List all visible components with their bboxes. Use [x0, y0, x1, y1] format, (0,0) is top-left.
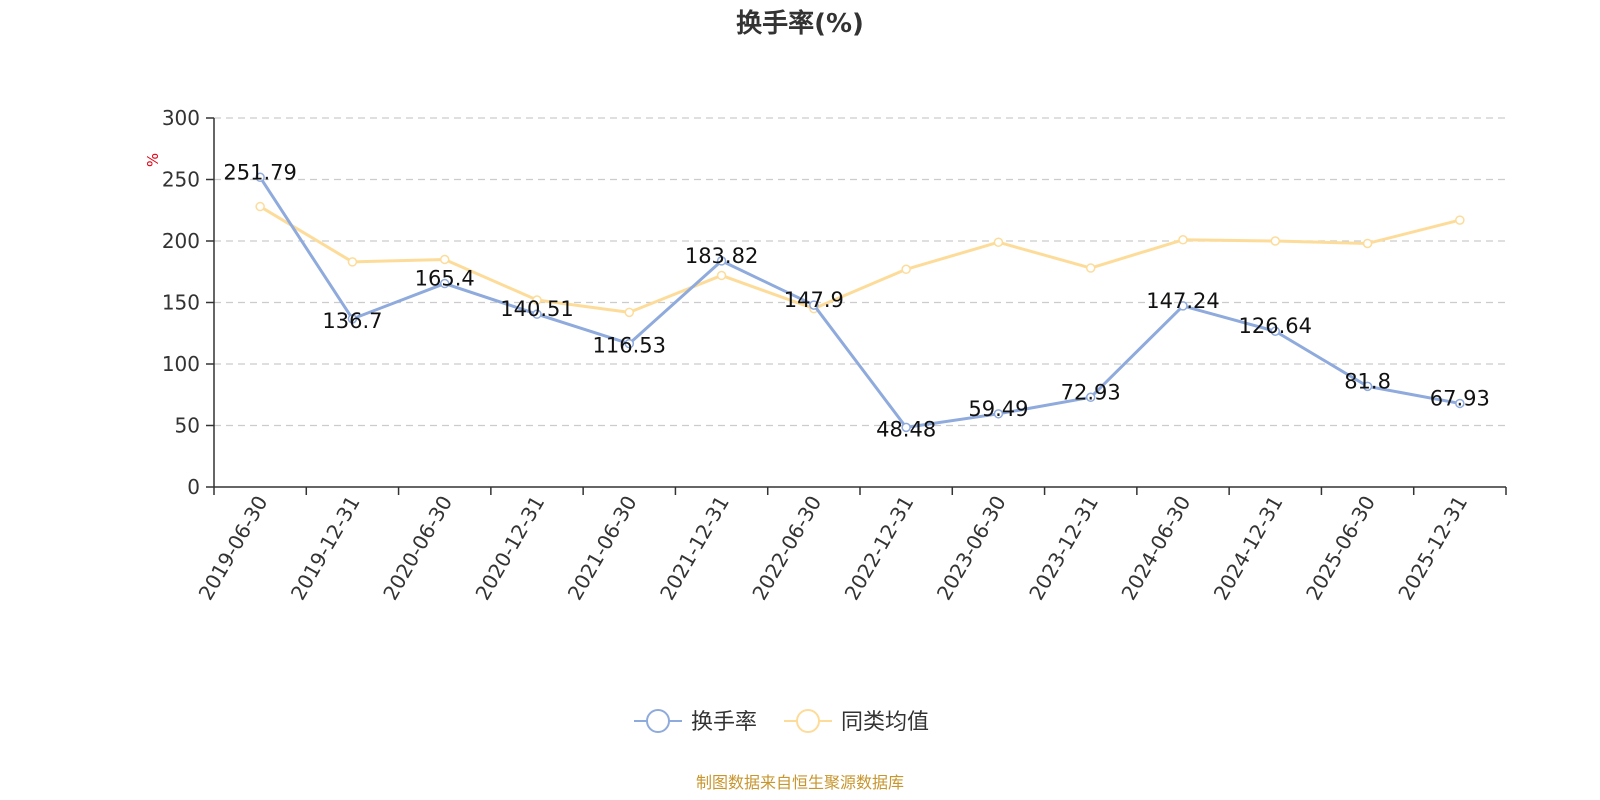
data-label-2024-12-31: 126.64	[1239, 314, 1312, 338]
point-同类均值-2024-12-31	[1270, 236, 1281, 246]
y-tick-label-300: 300	[162, 106, 200, 130]
point-换手率-2022-12-31	[901, 422, 911, 433]
point-同类均值-2019-12-31	[347, 257, 358, 267]
point-换手率-2019-06-30	[255, 172, 265, 183]
y-tick-label-50: 50	[175, 414, 200, 438]
legend-item-同类均值[interactable]: 同类均值	[784, 709, 929, 735]
y-axis-unit: %	[144, 153, 162, 167]
x-tick-label-2021-12-31: 2021-12-31	[655, 492, 734, 605]
y-axis-ticks: 0 50 100 150 200 250 300	[162, 106, 214, 499]
data-label-2022-12-31: 48.48	[876, 417, 936, 441]
point-换手率-2024-12-31	[1270, 326, 1281, 336]
legend-marker-换手率	[646, 709, 670, 733]
x-tick-label-2025-12-31: 2025-12-31	[1393, 492, 1472, 605]
x-tick-label-2019-06-30: 2019-06-30	[194, 492, 273, 605]
point-换手率-2019-12-31	[347, 314, 358, 324]
data-label-2025-12-31: 67.93	[1430, 386, 1490, 410]
data-labels: 251.79 136.7 165.4 140.51 116.53 183.82 147.9 4…	[223, 160, 1490, 441]
point-换手率-2025-12-31	[1455, 398, 1465, 409]
data-label-2022-06-30: 147.9	[784, 288, 844, 312]
point-换手率-2022-06-30	[809, 300, 819, 310]
y-tick-label-200: 200	[162, 229, 200, 253]
legend-label-换手率: 换手率	[691, 710, 757, 735]
y-tick-label-250: 250	[162, 168, 200, 192]
legend-marker-同类均值	[796, 709, 820, 733]
data-label-2020-12-31: 140.51	[500, 297, 573, 321]
point-同类均值-2022-12-31	[901, 264, 911, 275]
series-layer	[255, 172, 1465, 433]
point-换手率-2020-12-31	[532, 309, 542, 319]
legend[interactable]: 换手率 同类均值	[634, 709, 929, 735]
y-tick-label-100: 100	[162, 352, 200, 376]
point-换手率-2023-06-30	[993, 409, 1004, 419]
point-同类均值-2025-06-30	[1362, 238, 1373, 249]
data-label-2023-12-31: 72.93	[1061, 380, 1121, 404]
point-同类均值-2021-06-30	[624, 307, 635, 318]
point-同类均值-2025-12-31	[1455, 215, 1465, 225]
point-换手率-2025-06-30	[1362, 381, 1373, 392]
point-同类均值-2021-12-31	[716, 270, 727, 281]
x-tick-label-2019-12-31: 2019-12-31	[286, 492, 365, 605]
series-line-同类均值	[259, 205, 1461, 314]
x-tick-label-2024-06-30: 2024-06-30	[1116, 492, 1195, 605]
point-换手率-2021-06-30	[624, 338, 635, 349]
data-label-2025-06-30: 81.8	[1344, 369, 1391, 393]
point-同类均值-2020-06-30	[439, 254, 450, 265]
x-tick-label-2020-06-30: 2020-06-30	[378, 492, 457, 605]
point-同类均值-2023-06-30	[993, 237, 1004, 247]
point-同类均值-2020-12-31	[532, 295, 542, 305]
point-换手率-2024-06-30	[1178, 301, 1188, 311]
point-换手率-2023-12-31	[1085, 392, 1096, 403]
point-同类均值-2023-12-31	[1085, 263, 1096, 273]
data-label-2024-06-30: 147.24	[1146, 289, 1219, 313]
x-axis-ticks: 2019-06-30 2019-12-31 2020-06-30 2020-12-31…	[194, 487, 1507, 605]
point-换手率-2020-06-30	[439, 278, 450, 289]
data-label-2019-12-31: 136.7	[322, 309, 382, 333]
x-tick-label-2020-12-31: 2020-12-31	[470, 492, 549, 605]
y-tick-label-150: 150	[162, 291, 200, 315]
data-label-2019-06-30: 251.79	[223, 160, 296, 184]
data-label-2021-06-30: 116.53	[593, 334, 666, 358]
x-tick-label-2025-06-30: 2025-06-30	[1301, 492, 1380, 605]
y-tick-label-0: 0	[187, 475, 200, 499]
grid-lines	[214, 117, 1506, 427]
chart-title: 换手率(%)	[736, 8, 864, 39]
data-label-2020-06-30: 165.4	[415, 267, 475, 291]
data-label-2023-06-30: 59.49	[968, 397, 1028, 421]
data-label-2021-12-31: 183.82	[685, 244, 758, 268]
x-tick-label-2022-06-30: 2022-06-30	[747, 492, 826, 605]
point-同类均值-2019-06-30	[255, 201, 265, 212]
x-tick-label-2021-06-30: 2021-06-30	[563, 492, 642, 605]
legend-item-换手率[interactable]: 换手率	[634, 709, 757, 735]
x-tick-label-2022-12-31: 2022-12-31	[840, 491, 919, 604]
x-tick-label-2023-12-31: 2023-12-31	[1024, 492, 1103, 605]
x-tick-label-2024-12-31: 2024-12-31	[1209, 492, 1288, 605]
x-tick-label-2023-06-30: 2023-06-30	[932, 492, 1011, 605]
series-line-换手率	[258, 176, 1461, 429]
legend-label-同类均值: 同类均值	[841, 710, 929, 735]
point-换手率-2021-12-31	[716, 256, 727, 266]
point-同类均值-2024-06-30	[1178, 235, 1188, 245]
source-note: 制图数据来自恒生聚源数据库	[696, 773, 904, 792]
